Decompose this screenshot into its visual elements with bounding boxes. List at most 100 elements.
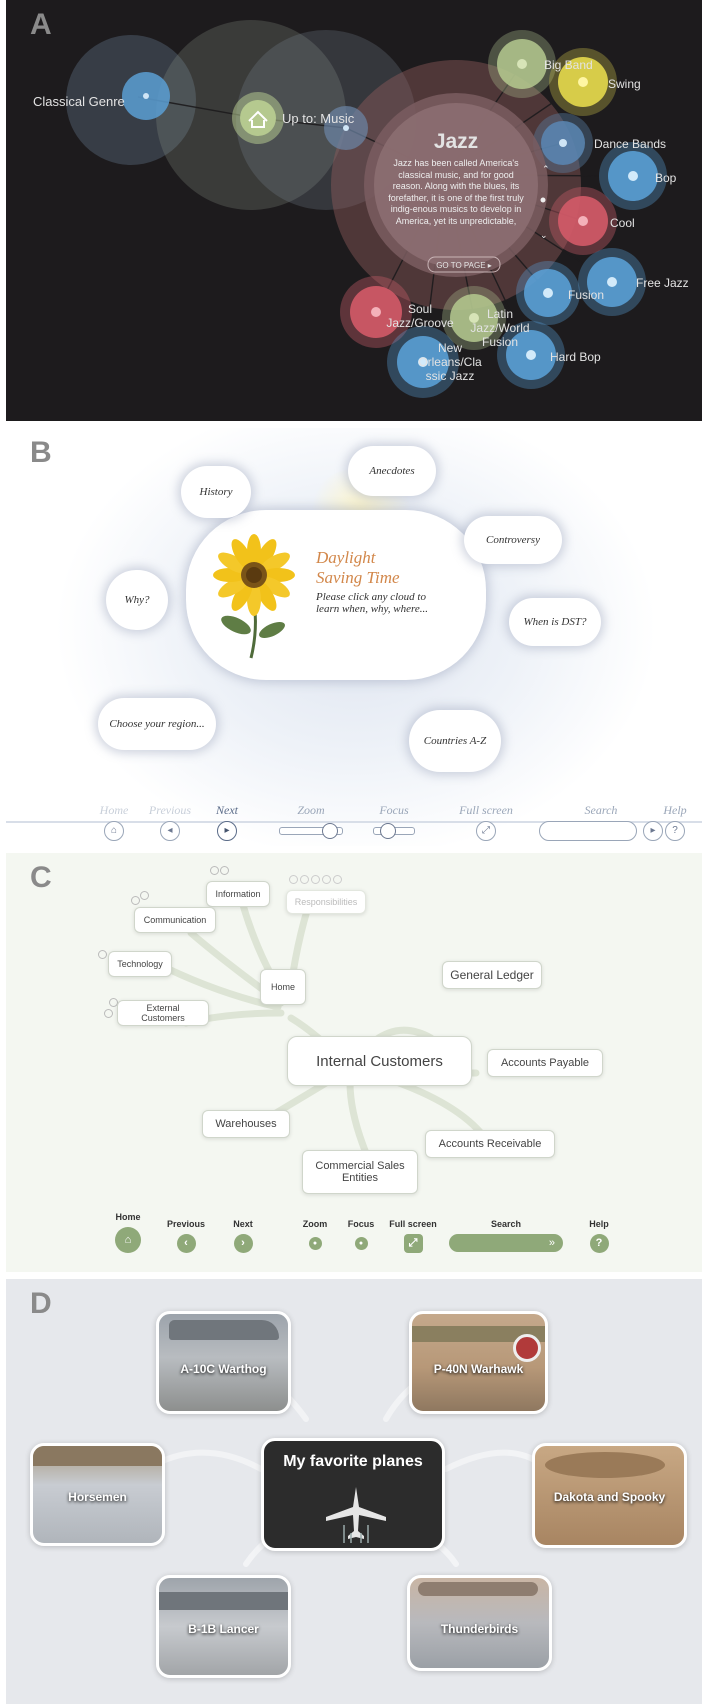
card-b1b-lancer[interactable]: B-1B Lancer — [156, 1575, 291, 1678]
panel-label-a: A — [30, 8, 52, 42]
fullscreen-icon: ⤢ — [404, 1234, 423, 1253]
b-zoom-control[interactable]: Zoom — [276, 803, 346, 840]
formation-image — [33, 1446, 165, 1466]
sunflower-image — [206, 530, 306, 660]
center-title: My favorite planes — [264, 1453, 442, 1471]
label-bop: Bop — [655, 171, 677, 185]
node-communication[interactable]: Communication — [134, 907, 216, 933]
c-fullscreen-button[interactable]: Full screen ⤢ — [383, 1219, 443, 1253]
bubble-dot — [220, 866, 229, 875]
bubble-dot — [322, 875, 331, 884]
scroll-down-icon[interactable]: ⌄ — [540, 230, 548, 240]
b-next-button[interactable]: Next ▸ — [192, 803, 262, 841]
center-my-favorite-planes[interactable]: My favorite planes — [261, 1438, 445, 1551]
bubble-dot — [210, 866, 219, 875]
panel-label-c: C — [30, 861, 52, 895]
label-latin-3: Fusion — [482, 335, 518, 349]
arrow-right-icon: › — [234, 1234, 253, 1253]
cloud-history[interactable]: History — [181, 466, 251, 518]
card-horsemen[interactable]: Horsemen — [30, 1443, 165, 1546]
node-general-ledger[interactable]: General Ledger — [442, 961, 542, 989]
panel-label-d: D — [30, 1287, 52, 1321]
c-focus-button[interactable]: Focus ● — [331, 1219, 391, 1250]
c-help-button[interactable]: Help? — [569, 1219, 629, 1253]
card-thunderbirds[interactable]: Thunderbirds — [407, 1575, 552, 1671]
node-information[interactable]: Information — [206, 881, 270, 907]
node-internal-customers-center[interactable]: Internal Customers — [287, 1036, 472, 1086]
help-icon: ? — [590, 1234, 609, 1253]
cloud-why[interactable]: Why? — [106, 570, 168, 630]
scroll-thumb[interactable] — [541, 198, 546, 203]
cloud-choose-region[interactable]: Choose your region... — [98, 698, 216, 750]
card-a10c-warthog[interactable]: A-10C Warthog — [156, 1311, 291, 1414]
bubble-dot — [131, 896, 140, 905]
bubble-dot — [300, 875, 309, 884]
bubble-dot — [140, 891, 149, 900]
cargo-plane-image — [545, 1452, 665, 1478]
dst-subtitle-line1: Please click any cloud to — [316, 591, 428, 603]
jazz-title: Jazz — [434, 130, 478, 153]
label-soul-2: Jazz/Groove — [386, 316, 454, 330]
panel-a-jazz-map: A — [6, 0, 702, 421]
node-commercial-sales-entities[interactable]: Commercial Sales Entities — [302, 1150, 418, 1194]
label-big-band: Big Band — [544, 58, 593, 72]
cloud-controversy[interactable]: Controversy — [464, 516, 562, 564]
label-new-orleans-1: New — [438, 341, 462, 355]
panel-label-b: B — [30, 436, 52, 470]
node-home[interactable]: Home — [260, 969, 306, 1005]
card-p40n-warhawk[interactable]: P-40N Warhawk — [409, 1311, 548, 1414]
focus-slider-handle[interactable] — [380, 823, 396, 839]
b-search-input[interactable] — [539, 821, 637, 841]
b-fullscreen-button[interactable]: Full screen ⤢ — [451, 803, 521, 841]
dst-subtitle-line2: learn when, why, where... — [316, 603, 428, 615]
svg-text:GO TO PAGE ▸: GO TO PAGE ▸ — [436, 261, 492, 270]
card-dakota-and-spooky[interactable]: Dakota and Spooky — [532, 1443, 687, 1548]
b-focus-control[interactable]: Focus — [359, 803, 429, 840]
scroll-up-icon[interactable]: ⌃ — [542, 164, 550, 174]
node-cool[interactable] — [549, 187, 617, 255]
label-soul-1: Soul — [408, 302, 432, 316]
b-search-control[interactable]: Search ▸ — [536, 803, 666, 841]
panel-c-mind-map: C Information Responsibilities Communica… — [6, 853, 702, 1272]
help-icon: ? — [665, 821, 685, 841]
label-hard-bop: Hard Bop — [550, 350, 601, 364]
c-home-button[interactable]: Home ⌂ — [98, 1212, 158, 1253]
label-free-jazz: Free Jazz — [636, 276, 689, 290]
airliner-icon — [324, 1483, 388, 1543]
arrow-left-icon: ‹ — [177, 1234, 196, 1253]
node-responsibilities[interactable]: Responsibilities — [286, 890, 366, 914]
cloud-anecdotes[interactable]: Anecdotes — [348, 446, 436, 496]
label-up-to-music: Up to: Music — [282, 111, 355, 126]
c-next-button[interactable]: Next › — [213, 1219, 273, 1253]
b-help-button[interactable]: Help? — [650, 803, 700, 841]
node-accounts-receivable[interactable]: Accounts Receivable — [425, 1130, 555, 1158]
jet-image — [169, 1320, 279, 1340]
c-search-input[interactable]: » — [449, 1234, 563, 1252]
arrow-left-icon: ◂ — [160, 821, 180, 841]
zoom-slider-handle[interactable] — [322, 823, 338, 839]
label-fusion: Fusion — [568, 288, 604, 302]
label-latin-1: Latin — [487, 307, 513, 321]
bubble-dot — [104, 1009, 113, 1018]
home-icon: ⌂ — [115, 1227, 141, 1253]
c-search-control[interactable]: Search» — [446, 1219, 566, 1252]
label-dance-bands: Dance Bands — [594, 137, 666, 151]
c-previous-button[interactable]: Previous ‹ — [156, 1219, 216, 1253]
node-external-customers[interactable]: External Customers — [117, 1000, 209, 1026]
node-classical-genre[interactable] — [122, 72, 170, 120]
fighter-wing-image — [418, 1582, 538, 1596]
cloud-center-dst[interactable]: Daylight Saving Time Please click any cl… — [186, 510, 486, 680]
search-go-icon[interactable]: » — [549, 1237, 555, 1249]
bubble-dot — [289, 875, 298, 884]
label-new-orleans-3: ssic Jazz — [426, 369, 475, 383]
cloud-countries-az[interactable]: Countries A-Z — [409, 710, 501, 772]
dst-title-line2: Saving Time — [316, 568, 428, 588]
node-technology[interactable]: Technology — [108, 951, 172, 977]
node-accounts-payable[interactable]: Accounts Payable — [487, 1049, 603, 1077]
node-up-to-music[interactable] — [232, 92, 284, 144]
jazz-map-canvas: Jazz Jazz has been called America's clas… — [6, 0, 702, 421]
label-classical-genre: Classical Genre — [33, 94, 125, 109]
bubble-dot — [311, 875, 320, 884]
node-warehouses[interactable]: Warehouses — [202, 1110, 290, 1138]
cloud-when-is-dst[interactable]: When is DST? — [509, 598, 601, 646]
